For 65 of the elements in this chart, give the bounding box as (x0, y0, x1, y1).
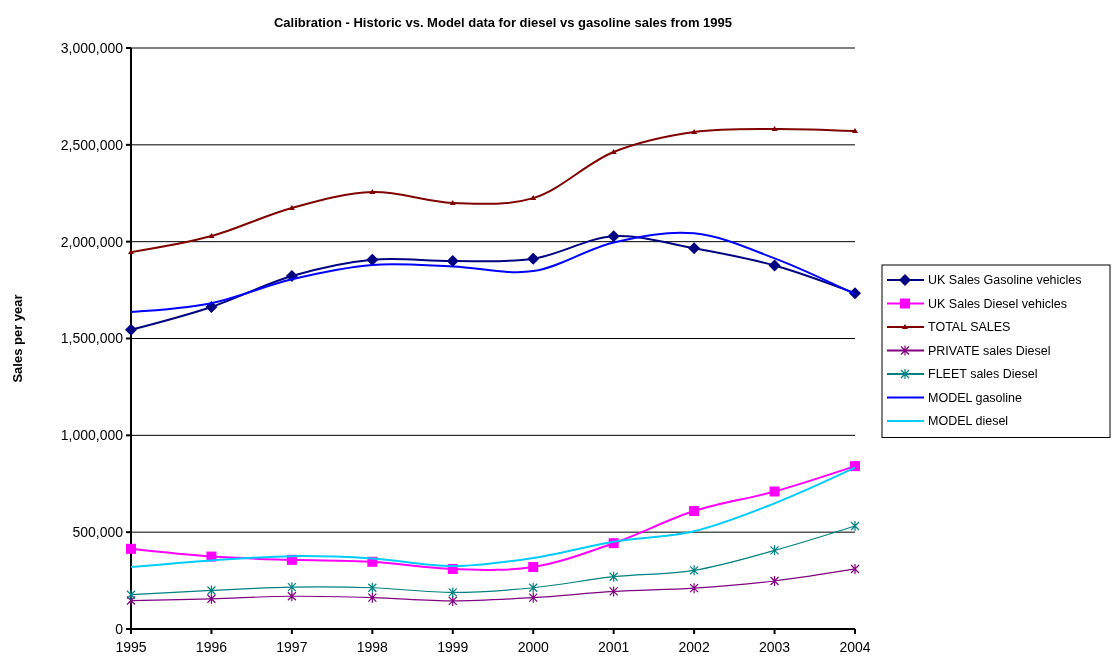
point (689, 506, 700, 517)
x-tick-label: 2002 (678, 639, 710, 655)
x-tick-label: 1996 (195, 639, 228, 655)
y-tick-label: 500,000 (72, 524, 124, 541)
legend-label: FLEET sales Diesel (928, 367, 1038, 382)
point (367, 582, 377, 594)
legend-label: PRIVATE sales Diesel (928, 343, 1051, 358)
point (530, 195, 537, 201)
point (125, 323, 137, 336)
point (448, 586, 458, 598)
point (369, 189, 376, 195)
y-tick-label: 2,500,000 (60, 136, 124, 153)
point (206, 593, 217, 605)
legend-label: UK Sales Gasoline vehicles (928, 273, 1082, 288)
point (528, 562, 539, 573)
point (208, 233, 215, 239)
legend-label: TOTAL SALES (928, 320, 1011, 335)
point (691, 129, 698, 135)
x-tick-label: 1999 (437, 639, 469, 655)
legend-label: MODEL gasoline (928, 390, 1023, 405)
legend-label: UK Sales Diesel vehicles (928, 296, 1067, 311)
point (769, 544, 780, 556)
point (366, 253, 379, 266)
point (128, 249, 134, 255)
y-tick-label: 2,000,000 (60, 233, 124, 250)
point (689, 564, 699, 576)
point (126, 589, 136, 601)
point (768, 259, 781, 272)
point (850, 563, 860, 575)
point (287, 581, 297, 593)
point (689, 582, 699, 594)
x-tick-label: 2004 (839, 639, 871, 655)
point (609, 585, 619, 598)
point (448, 595, 458, 607)
point (609, 571, 619, 583)
point (287, 590, 297, 602)
point (367, 592, 377, 604)
point (769, 575, 780, 587)
point (771, 125, 778, 131)
point (288, 204, 295, 210)
y-tick-label: 0 (115, 620, 124, 637)
x-tick-label: 2003 (758, 639, 791, 655)
point (126, 543, 136, 554)
y-axis-title: Sales per year (10, 294, 25, 383)
chart-title: Calibration - Historic vs. Model data for diesel vs gasoline sales from 1995 (273, 15, 733, 30)
point (206, 584, 217, 597)
x-tick-label: 2001 (598, 639, 630, 655)
point (528, 592, 538, 604)
x-tick-label: 1997 (276, 639, 308, 655)
point (449, 199, 456, 205)
point (769, 486, 780, 497)
point (850, 461, 860, 472)
y-tick-label: 1,000,000 (60, 427, 124, 444)
x-tick-label: 1995 (115, 639, 147, 655)
y-tick-label: 1,500,000 (60, 330, 124, 347)
x-tick-label: 2000 (517, 639, 549, 655)
y-tick-label: 3,000,000 (60, 39, 124, 56)
legend-label: MODEL diesel (928, 414, 1009, 429)
x-tick-label: 1998 (356, 639, 389, 655)
point (527, 252, 540, 265)
point (528, 582, 538, 594)
point (688, 242, 701, 255)
point (607, 230, 620, 243)
point (852, 128, 858, 134)
point (850, 520, 860, 532)
